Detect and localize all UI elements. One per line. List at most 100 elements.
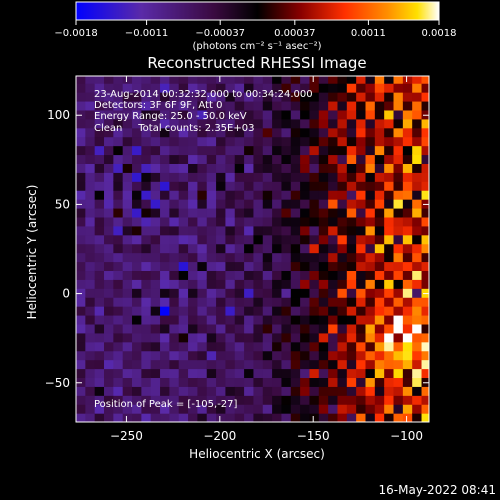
heatmap-cell xyxy=(402,83,413,93)
heatmap-cell xyxy=(225,306,236,316)
heatmap-cell xyxy=(402,377,413,387)
heatmap-cell xyxy=(132,306,142,316)
heatmap-cell xyxy=(206,350,217,361)
heatmap-cell xyxy=(365,225,376,236)
heatmap-cell xyxy=(337,118,348,129)
heatmap-cell xyxy=(122,92,133,102)
heatmap-cell xyxy=(85,377,96,387)
heatmap-cell xyxy=(300,181,311,191)
heatmap-cell xyxy=(318,279,329,289)
heatmap-cell xyxy=(150,83,161,93)
heatmap-cell xyxy=(309,404,320,414)
heatmap-cell xyxy=(206,270,217,280)
heatmap-cell xyxy=(150,234,161,245)
heatmap-cell xyxy=(281,76,292,84)
heatmap-cell xyxy=(234,359,245,370)
heatmap-cell xyxy=(374,306,385,316)
heatmap-cell xyxy=(384,279,395,289)
heatmap-cell xyxy=(402,368,413,379)
heatmap-cell xyxy=(197,261,208,272)
heatmap-cell xyxy=(178,404,189,414)
heatmap-cell xyxy=(374,234,385,245)
heatmap-cell xyxy=(169,109,180,120)
heatmap-cell xyxy=(178,332,189,343)
heatmap-cell xyxy=(141,207,152,218)
heatmap-cell xyxy=(122,76,133,84)
heatmap-cell xyxy=(337,350,348,361)
heatmap-cell xyxy=(402,118,413,129)
heatmap-cell xyxy=(374,270,385,280)
heatmap-cell xyxy=(113,199,124,209)
heatmap-cell xyxy=(141,261,152,272)
colorbar-tick-label: 0.0018 xyxy=(422,28,457,39)
heatmap-cell xyxy=(262,261,273,272)
heatmap-cell xyxy=(262,100,273,111)
heatmap-cell xyxy=(104,163,114,173)
heatmap-cell xyxy=(356,109,367,120)
heatmap-cell xyxy=(85,181,96,191)
heatmap-cell xyxy=(384,100,395,111)
heatmap-cell xyxy=(290,234,301,245)
heatmap-cell xyxy=(309,163,320,173)
heatmap-cell xyxy=(160,109,170,120)
heatmap-cell xyxy=(85,118,96,129)
heatmap-cell xyxy=(113,368,124,379)
heatmap-cell xyxy=(402,190,413,200)
heatmap-cell xyxy=(328,341,339,352)
heatmap-cell xyxy=(309,181,320,191)
heatmap-cell xyxy=(365,76,376,84)
heatmap-cell xyxy=(421,395,429,405)
heatmap-cell xyxy=(169,377,180,387)
heatmap-cell xyxy=(197,145,208,156)
heatmap-cell xyxy=(206,243,217,254)
heatmap-cell xyxy=(104,288,114,298)
heatmap-cell xyxy=(253,350,264,361)
heatmap-cell xyxy=(225,413,236,422)
heatmap-cell xyxy=(188,368,199,379)
heatmap-cell xyxy=(309,395,320,405)
heatmap-cell xyxy=(197,83,208,93)
heatmap-cell xyxy=(290,76,301,84)
heatmap-cell xyxy=(122,413,133,422)
heatmap-cell xyxy=(122,279,133,289)
heatmap-cell xyxy=(188,323,199,334)
heatmap-cell xyxy=(206,386,217,396)
heatmap-cell xyxy=(85,172,96,182)
heatmap-cell xyxy=(272,323,283,334)
heatmap-cell xyxy=(281,145,292,156)
heatmap-cell xyxy=(169,413,180,422)
heatmap-cell xyxy=(309,288,320,298)
heatmap-cell xyxy=(178,118,189,129)
heatmap-cell xyxy=(328,92,339,102)
heatmap-cell xyxy=(328,207,339,218)
heatmap-cell xyxy=(85,288,96,298)
heatmap-cell xyxy=(132,252,142,263)
heatmap-cell xyxy=(197,100,208,111)
heatmap-cell xyxy=(206,377,217,387)
heatmap-cell xyxy=(346,190,357,200)
heatmap-cell xyxy=(150,350,161,361)
heatmap-cell xyxy=(356,207,367,218)
colorbar-units-label: (photons cm⁻² s⁻¹ asec⁻²) xyxy=(192,41,321,52)
heatmap-cell xyxy=(76,136,86,147)
heatmap-cell xyxy=(309,172,320,182)
heatmap-cell xyxy=(94,216,105,227)
heatmap-cell xyxy=(346,297,357,307)
heatmap-cell xyxy=(85,145,96,156)
heatmap-cell xyxy=(290,341,301,352)
heatmap-cell xyxy=(234,368,245,379)
heatmap-cell xyxy=(300,279,311,289)
heatmap-cell xyxy=(262,377,273,387)
heatmap-cell xyxy=(356,404,367,414)
heatmap-cell xyxy=(234,199,245,209)
heatmap-cell xyxy=(169,368,180,379)
heatmap-cell xyxy=(197,413,208,422)
heatmap-cell xyxy=(234,207,245,218)
heatmap-cell xyxy=(85,154,96,164)
heatmap-cell xyxy=(402,359,413,370)
heatmap-cell xyxy=(402,270,413,280)
heatmap-cell xyxy=(318,100,329,111)
heatmap-cell xyxy=(85,100,96,111)
heatmap-cell xyxy=(300,306,311,316)
heatmap-cell xyxy=(76,314,86,325)
